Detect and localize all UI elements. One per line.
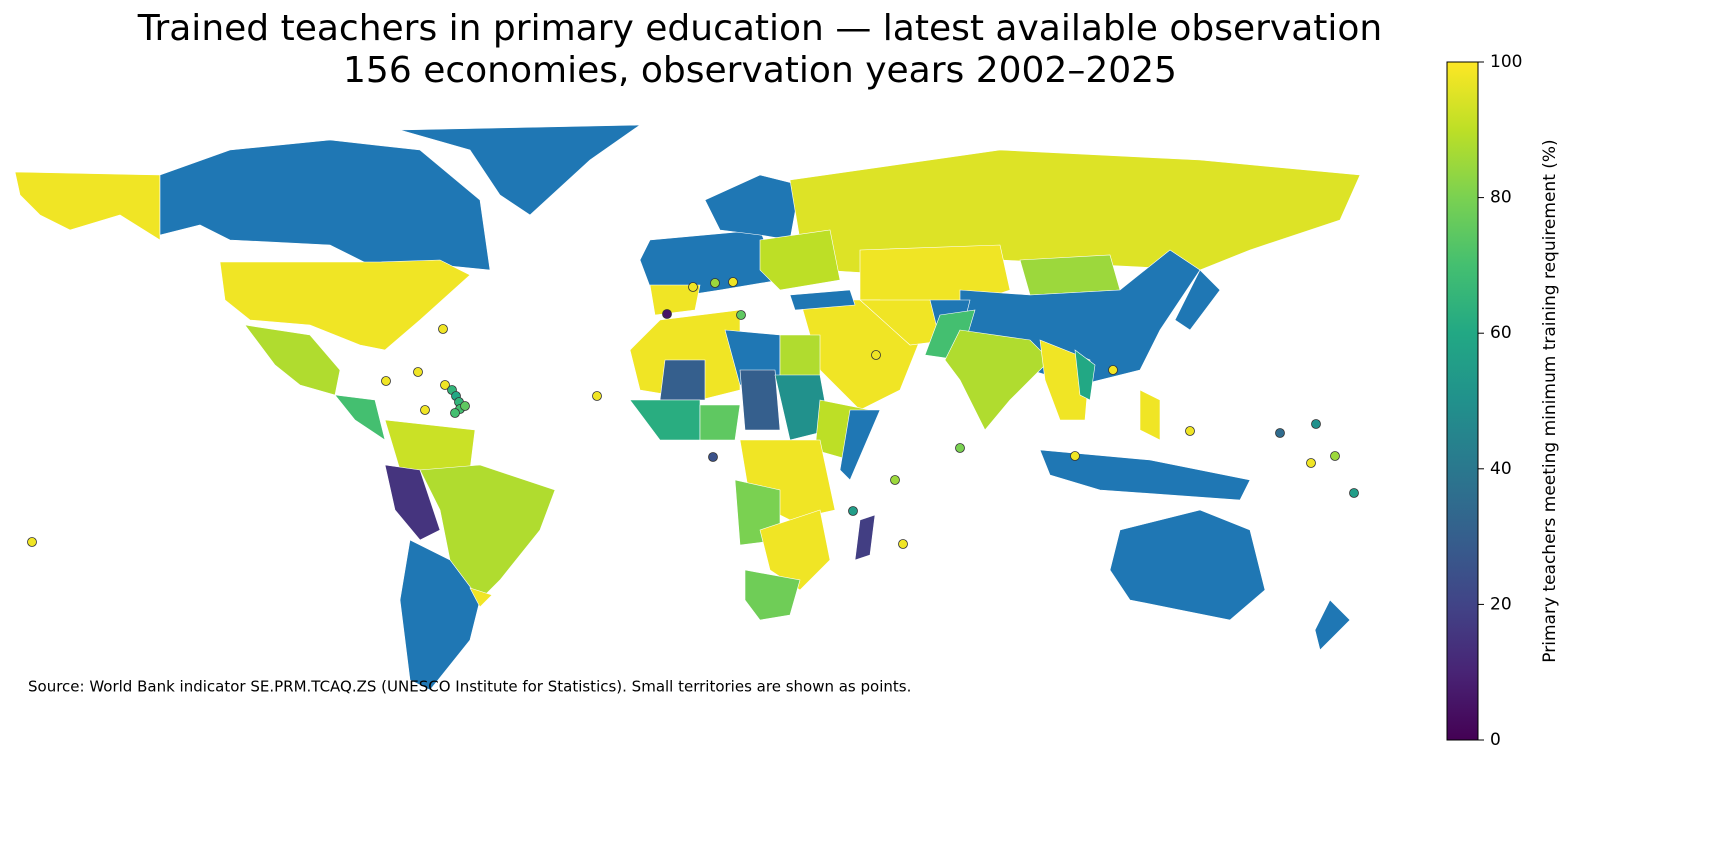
territory-point (890, 475, 900, 485)
territory-point (728, 277, 738, 287)
country (944, 329, 1051, 431)
country (469, 587, 493, 608)
country (159, 139, 491, 271)
territory-point (1349, 488, 1359, 498)
territory-point (1306, 458, 1316, 468)
map (14, 124, 1361, 691)
country (739, 369, 781, 431)
country (759, 229, 841, 291)
territory-point (736, 310, 746, 320)
territory-point (708, 452, 718, 462)
territory-point (592, 391, 602, 401)
country (334, 394, 386, 441)
country (1314, 599, 1351, 651)
territory-point (1311, 419, 1321, 429)
territory-point (460, 401, 470, 411)
territory-point (662, 309, 672, 319)
territory-point (1108, 365, 1118, 375)
country (244, 324, 341, 396)
country (854, 514, 876, 561)
country (384, 464, 441, 541)
country (219, 259, 471, 351)
country (399, 124, 641, 216)
country (629, 399, 701, 441)
territory-point (27, 537, 37, 547)
country (759, 509, 831, 591)
country (1039, 449, 1251, 501)
colorbar: 0 20 40 60 80 100 (1446, 52, 1522, 750)
title: Trained teachers in primary education — … (137, 8, 1383, 49)
territory-point (438, 324, 448, 334)
country (419, 464, 556, 601)
country (399, 539, 481, 691)
territory-point (440, 380, 450, 390)
country (744, 569, 801, 621)
country (1074, 349, 1096, 401)
colorbar-tick-label: 20 (1490, 594, 1512, 614)
colorbar-tick-label: 0 (1490, 730, 1501, 750)
subtitle: 156 economies, observation years 2002–20… (343, 50, 1177, 91)
colorbar-label: Primary teachers meeting minimum trainin… (1540, 139, 1560, 662)
colorbar-tick-label: 60 (1490, 323, 1512, 343)
territory-point (688, 282, 698, 292)
country (384, 419, 476, 471)
territory-points (27, 277, 1359, 549)
country (1139, 389, 1161, 441)
source-note: Source: World Bank indicator SE.PRM.TCAQ… (28, 678, 911, 696)
country (839, 409, 881, 481)
territory-point (1070, 451, 1080, 461)
territory-point (710, 278, 720, 288)
territory-point (871, 350, 881, 360)
territory-point (898, 539, 908, 549)
country (649, 284, 701, 316)
country (659, 359, 706, 401)
country (704, 174, 801, 241)
territory-point (420, 405, 430, 415)
colorbar-tick-label: 80 (1490, 188, 1512, 208)
territory-point (848, 506, 858, 516)
colorbar-tick-label: 40 (1490, 459, 1512, 479)
colorbar-tick-label: 100 (1490, 52, 1522, 72)
country (779, 334, 821, 381)
territory-point (381, 376, 391, 386)
country (1174, 269, 1221, 331)
country (1019, 254, 1121, 296)
territory-point (1185, 426, 1195, 436)
country (789, 289, 856, 311)
country (14, 171, 161, 241)
colorbar-gradient (1446, 61, 1479, 741)
country (699, 404, 741, 441)
territory-point (1275, 428, 1285, 438)
territory-point (1330, 451, 1340, 461)
territory-point (955, 443, 965, 453)
territory-point (413, 367, 423, 377)
country (1109, 509, 1266, 621)
territory-point (450, 408, 460, 418)
